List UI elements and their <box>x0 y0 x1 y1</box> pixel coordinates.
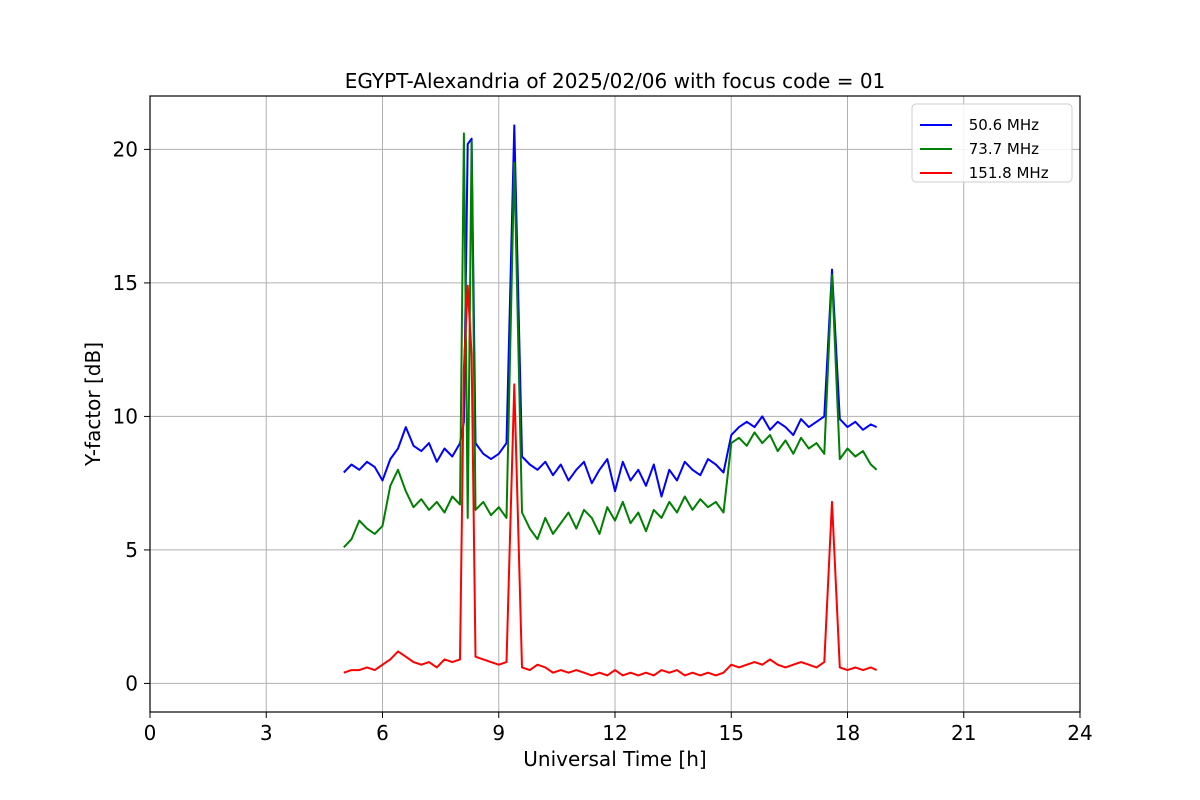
legend-label: 73.7 MHz <box>964 140 1039 158</box>
x-tick-label: 24 <box>1067 721 1092 745</box>
x-axis-label: Universal Time [h] <box>523 747 706 771</box>
y-tick-label: 0 <box>125 671 138 695</box>
x-tick-label: 18 <box>835 721 860 745</box>
x-tick-label: 9 <box>492 721 505 745</box>
axis-ticks: 0 3 6 9 12 15 18 21 24 0 5 10 15 20 <box>113 137 1093 745</box>
x-tick-label: 0 <box>144 721 157 745</box>
y-axis-label: Y-factor [dB] <box>81 342 105 467</box>
legend: 50.6 MHz 73.7 MHz 151.8 MHz <box>911 103 1073 183</box>
legend-label: 50.6 MHz <box>964 116 1039 134</box>
series-line-1 <box>343 132 878 548</box>
x-tick-label: 15 <box>719 721 744 745</box>
series-line-2 <box>343 284 878 677</box>
legend-label: 151.8 MHz <box>964 164 1049 182</box>
y-tick-label: 15 <box>113 271 138 295</box>
x-tick-label: 6 <box>376 721 389 745</box>
y-tick-label: 10 <box>113 404 138 428</box>
x-tick-label: 12 <box>602 721 627 745</box>
chart-title: EGYPT-Alexandria of 2025/02/06 with focu… <box>345 69 886 93</box>
plot-area <box>343 124 878 677</box>
series-line-0 <box>343 124 878 498</box>
legend-box <box>911 103 1073 183</box>
x-tick-label: 3 <box>260 721 273 745</box>
y-tick-label: 20 <box>113 137 138 161</box>
y-tick-label: 5 <box>125 538 138 562</box>
x-tick-label: 21 <box>951 721 976 745</box>
